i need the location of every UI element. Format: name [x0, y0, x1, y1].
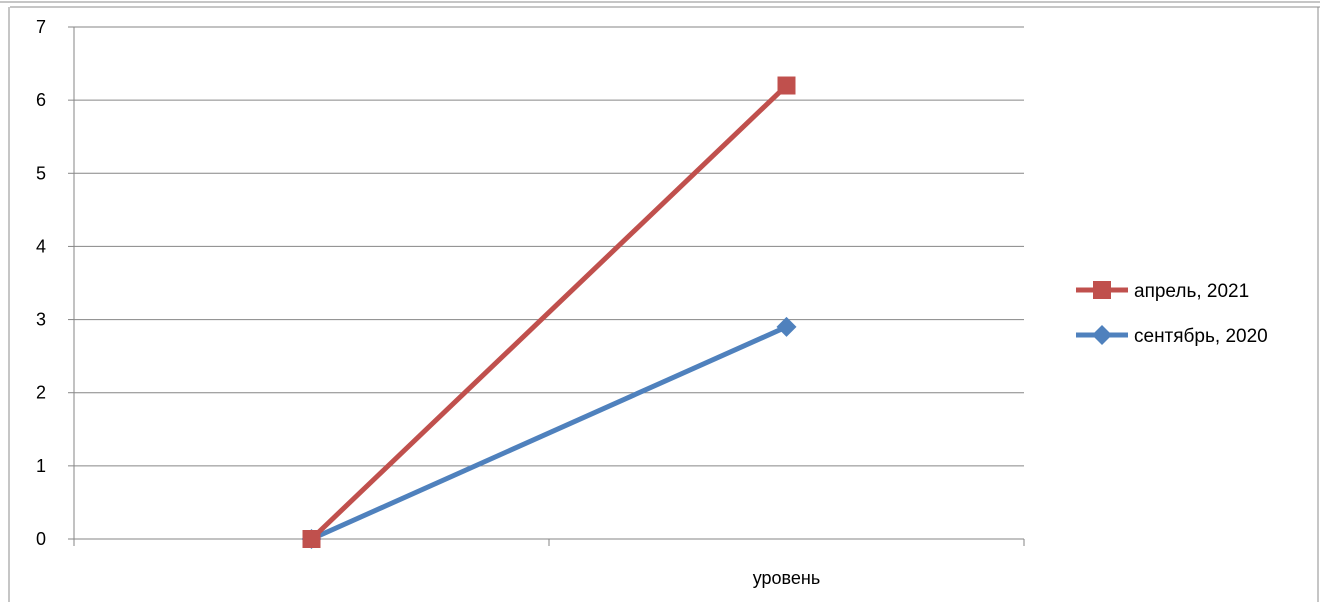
y-tick-label: 3 — [36, 310, 46, 330]
legend-marker — [1092, 325, 1112, 345]
x-tick-label: уровень — [753, 568, 821, 588]
y-tick-label: 5 — [36, 163, 46, 183]
y-tick-labels: 0 1 2 3 4 5 6 7 — [36, 17, 46, 549]
y-tick-label: 4 — [36, 236, 46, 256]
y-tick-label: 6 — [36, 90, 46, 110]
axes — [68, 26, 1025, 546]
legend-label: сентябрь, 2020 — [1134, 326, 1268, 347]
series-line — [310, 324, 788, 542]
data-point — [302, 530, 321, 548]
series-markers — [301, 76, 797, 549]
series-line — [309, 83, 789, 541]
legend-label: апрель, 2021 — [1134, 281, 1249, 302]
gridlines — [74, 26, 1024, 467]
y-tick-label: 7 — [36, 17, 46, 37]
y-tick-label: 0 — [36, 529, 46, 549]
x-tick-labels: уровень — [753, 568, 821, 588]
series-lines — [309, 83, 789, 542]
legend-marker — [1093, 281, 1111, 299]
legend: апрель, 2021 сентябрь, 2020 — [1076, 281, 1268, 347]
data-point — [776, 316, 797, 337]
data-point — [777, 76, 796, 95]
y-tick-label: 1 — [36, 456, 46, 476]
y-tick-label: 2 — [36, 383, 46, 403]
